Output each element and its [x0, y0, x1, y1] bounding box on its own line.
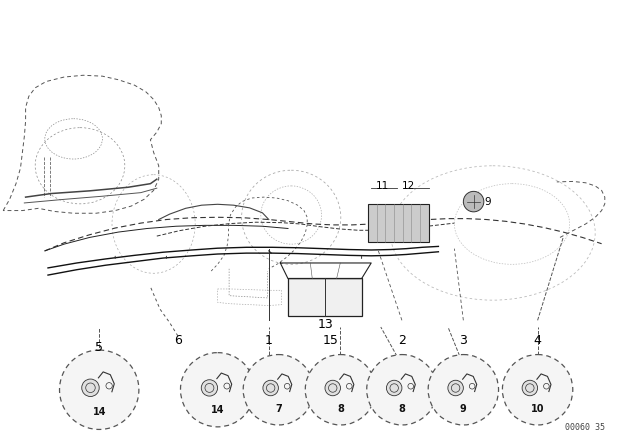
Circle shape: [325, 380, 340, 396]
Circle shape: [522, 380, 538, 396]
Circle shape: [367, 354, 437, 425]
Text: 14: 14: [92, 407, 106, 417]
Circle shape: [428, 354, 499, 425]
Circle shape: [243, 354, 314, 425]
Text: 12: 12: [402, 181, 415, 191]
Text: 8: 8: [337, 404, 344, 414]
Circle shape: [387, 380, 402, 396]
Text: 2: 2: [398, 334, 406, 347]
Text: 13: 13: [317, 318, 333, 332]
Text: 3: 3: [460, 334, 467, 347]
Circle shape: [201, 380, 218, 396]
Text: 14: 14: [211, 405, 225, 415]
Text: 5: 5: [95, 340, 103, 354]
Text: 6: 6: [174, 334, 182, 347]
Text: 4: 4: [534, 334, 541, 347]
Text: 8: 8: [399, 404, 405, 414]
Text: 9: 9: [460, 404, 467, 414]
Circle shape: [263, 380, 278, 396]
Text: 7: 7: [275, 404, 282, 414]
Text: 15: 15: [323, 334, 338, 347]
Text: 1: 1: [265, 334, 273, 347]
Circle shape: [448, 380, 463, 396]
Text: 10: 10: [531, 404, 545, 414]
Text: 9: 9: [484, 198, 491, 207]
Bar: [368, 204, 429, 242]
Text: 11: 11: [376, 181, 389, 191]
Circle shape: [82, 379, 99, 396]
Text: 00060 35: 00060 35: [564, 423, 605, 432]
Circle shape: [463, 191, 484, 212]
Circle shape: [180, 353, 255, 427]
Circle shape: [60, 350, 139, 430]
Circle shape: [305, 354, 376, 425]
Circle shape: [502, 354, 573, 425]
Bar: [288, 278, 362, 316]
